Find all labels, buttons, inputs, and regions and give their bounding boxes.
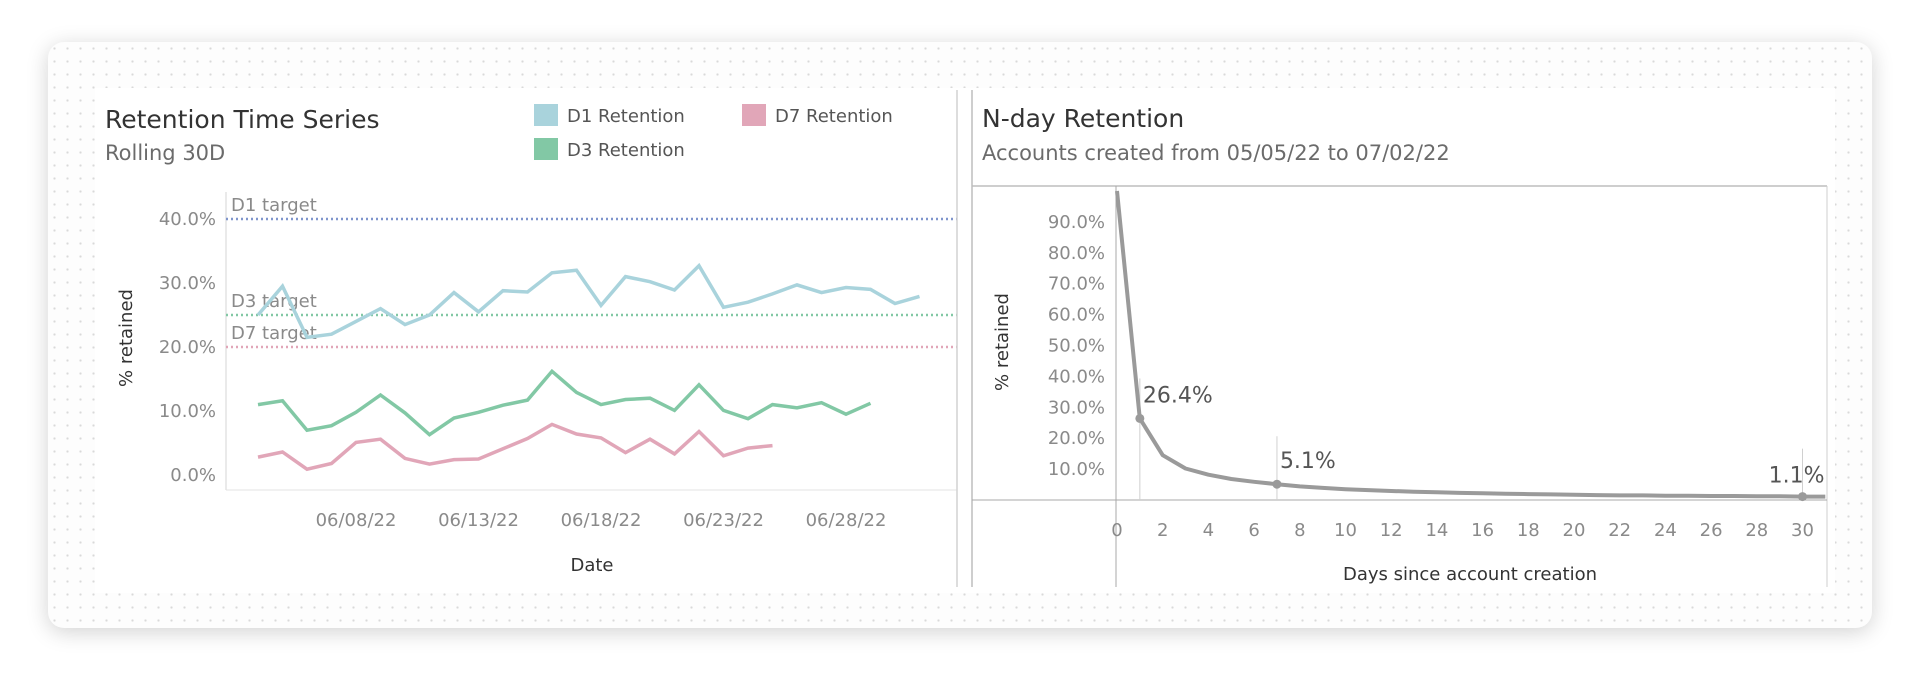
n-day-series: [1115, 190, 1826, 499]
right-y-tick-label: 20.0%: [1048, 428, 1105, 449]
right-x-tick-label: 16: [1471, 520, 1494, 541]
left-x-tick-label: 06/13/22: [438, 510, 519, 531]
right-annotations: 26.4% 5.1% 1.1%: [1135, 378, 1825, 502]
target-label: D1 target: [231, 195, 317, 216]
target-label: D7 target: [231, 323, 317, 344]
left-y-axis-title: % retained: [116, 289, 137, 387]
right-x-axis-title: Days since account creation: [1343, 564, 1597, 585]
right-x-tick-label: 6: [1248, 520, 1259, 541]
series-line-1[interactable]: [256, 262, 920, 340]
left-y-ticks: 0.0% 10.0% 20.0% 30.0% 40.0%: [159, 209, 216, 486]
retention-series: [256, 262, 920, 472]
series-line-2[interactable]: [257, 368, 872, 437]
annotation-label: 26.4%: [1143, 383, 1213, 408]
left-x-tick-label: 06/23/22: [683, 510, 764, 531]
n-day-retention-panel: N-day Retention Accounts created from 05…: [972, 104, 1828, 587]
right-y-axis-title: % retained: [992, 293, 1013, 391]
right-x-tick-label: 12: [1380, 520, 1403, 541]
right-x-tick-label: 30: [1791, 520, 1814, 541]
right-chart-subtitle: Accounts created from 05/05/22 to 07/02/…: [982, 141, 1450, 165]
right-x-tick-label: 14: [1425, 520, 1448, 541]
annotation-label: 5.1%: [1280, 449, 1336, 474]
legend-label-d3[interactable]: D3 Retention: [567, 140, 685, 161]
right-y-tick-label: 90.0%: [1048, 212, 1105, 233]
right-x-tick-label: 2: [1157, 520, 1168, 541]
right-y-tick-label: 80.0%: [1048, 243, 1105, 264]
right-x-tick-label: 10: [1334, 520, 1357, 541]
target-label: D3 target: [231, 291, 317, 312]
left-y-tick-label: 10.0%: [159, 401, 216, 422]
right-y-tick-label: 60.0%: [1048, 305, 1105, 326]
left-chart-title: Retention Time Series: [105, 105, 380, 134]
left-x-tick-label: 06/08/22: [316, 510, 397, 531]
right-x-tick-label: 8: [1294, 520, 1305, 541]
left-y-tick-label: 0.0%: [170, 465, 216, 486]
right-x-tick-label: 0: [1111, 520, 1122, 541]
dashboard-panels: [95, 88, 1835, 593]
legend-label-d1[interactable]: D1 Retention: [567, 106, 685, 127]
right-x-tick-label: 18: [1517, 520, 1540, 541]
right-x-tick-label: 22: [1608, 520, 1631, 541]
right-x-tick-label: 28: [1745, 520, 1768, 541]
right-y-tick-label: 70.0%: [1048, 274, 1105, 295]
right-x-tick-label: 26: [1700, 520, 1723, 541]
right-chart-title: N-day Retention: [982, 104, 1184, 133]
right-y-tick-label: 50.0%: [1048, 336, 1105, 357]
right-y-tick-label: 10.0%: [1048, 459, 1105, 480]
left-x-ticks: 06/08/22 06/13/22 06/18/22 06/23/22 06/28/22: [316, 510, 887, 531]
retention-time-series-panel: Retention Time Series Rolling 30D D1 Ret…: [105, 104, 957, 576]
n-day-retention-line[interactable]: [1115, 190, 1826, 499]
legend-swatch-d3[interactable]: [534, 138, 558, 160]
right-y-ticks: 10.0% 20.0% 30.0% 40.0% 50.0% 60.0% 70.0% 80.0%…: [1048, 212, 1105, 480]
left-x-tick-label: 06/28/22: [806, 510, 887, 531]
series-line-3[interactable]: [257, 422, 773, 472]
left-chart-subtitle: Rolling 30D: [105, 141, 225, 165]
target-lines: D1 target D3 target D7 target: [226, 195, 957, 349]
left-y-tick-label: 30.0%: [159, 273, 216, 294]
left-x-tick-label: 06/18/22: [561, 510, 642, 531]
right-x-tick-label: 20: [1563, 520, 1586, 541]
left-y-tick-label: 20.0%: [159, 337, 216, 358]
legend-swatch-d1[interactable]: [534, 104, 558, 126]
right-x-tick-label: 24: [1654, 520, 1677, 541]
legend-label-d7[interactable]: D7 Retention: [775, 106, 893, 127]
left-y-tick-label: 40.0%: [159, 209, 216, 230]
right-y-tick-label: 40.0%: [1048, 366, 1105, 387]
legend-swatch-d7[interactable]: [742, 104, 766, 126]
right-y-tick-label: 30.0%: [1048, 397, 1105, 418]
left-x-axis-title: Date: [570, 555, 613, 576]
right-x-tick-label: 4: [1203, 520, 1214, 541]
right-x-ticks: 0 2 4 6 8 10 12 14 16 18 20 22 24 26 28 30: [1111, 520, 1814, 541]
annotation-label: 1.1%: [1769, 464, 1825, 489]
